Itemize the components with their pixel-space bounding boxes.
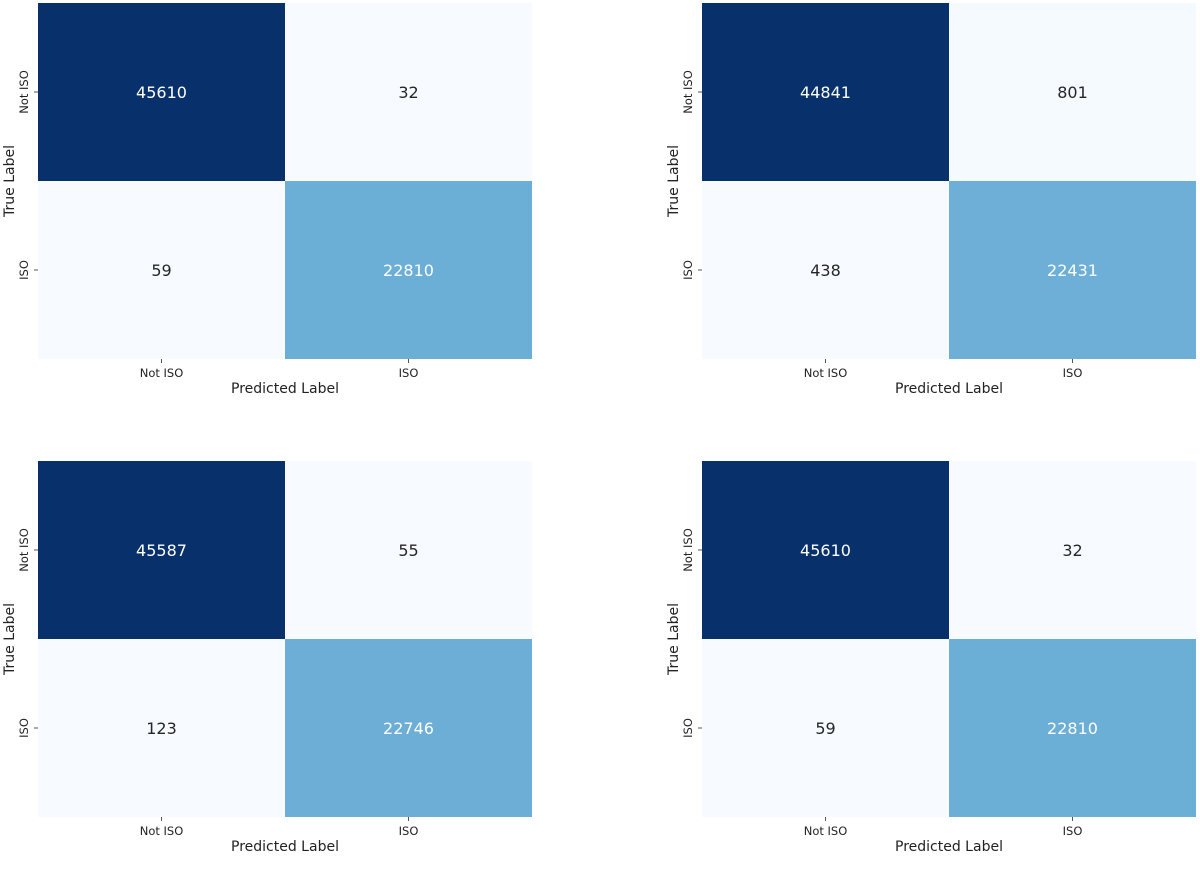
y-axis-label: True Label — [2, 603, 18, 676]
heatmap-cell-r0-c1 — [285, 3, 532, 181]
heatmap-cell-r0-c1 — [949, 461, 1196, 639]
cell-value-r1-c1: 22431 — [1047, 261, 1098, 280]
cell-value-r1-c1: 22810 — [1047, 719, 1098, 738]
cell-value-r0-c0: 44841 — [800, 83, 851, 102]
x-tick-label: ISO — [399, 824, 419, 838]
cell-value-r0-c1: 55 — [398, 541, 418, 560]
heatmap-cell-r1-c1 — [285, 181, 532, 359]
confusion-matrix-2: 44841 801 438 22431 Not ISO ISO Not ISO ISO Pred… — [666, 3, 1196, 397]
heatmap-cell-r1-c0 — [702, 639, 949, 817]
x-axis-label: Predicted Label — [895, 839, 1003, 855]
y-axis-label: True Label — [666, 145, 682, 218]
heatmap-cell-r1-c0 — [38, 639, 285, 817]
cell-value-r1-c0: 438 — [810, 261, 841, 280]
cell-value-r0-c1: 801 — [1057, 83, 1088, 102]
x-tick-label: ISO — [1063, 366, 1083, 380]
heatmap-cell-r0-c1 — [949, 3, 1196, 181]
heatmap-cell-r0-c0 — [38, 3, 285, 181]
y-tick-label: ISO — [681, 260, 695, 280]
x-axis-label: Predicted Label — [231, 381, 339, 397]
cell-value-r1-c0: 123 — [146, 719, 177, 738]
cell-value-r1-c1: 22810 — [383, 261, 434, 280]
y-tick-label: Not ISO — [17, 70, 31, 114]
confusion-matrix-3: 45587 55 123 22746 Not ISO ISO Not ISO ISO Predi… — [2, 461, 532, 855]
x-tick-label: ISO — [399, 366, 419, 380]
y-axis-label: True Label — [2, 145, 18, 218]
y-tick-label: ISO — [17, 260, 31, 280]
cell-value-r0-c0: 45610 — [800, 541, 851, 560]
x-tick-label: Not ISO — [804, 824, 848, 838]
y-axis-label: True Label — [666, 603, 682, 676]
y-tick-label: ISO — [17, 718, 31, 738]
x-axis-label: Predicted Label — [895, 381, 1003, 397]
confusion-matrix-panel-4: 45610 32 59 22810 Not ISO ISO Not ISO ISO Predic… — [664, 458, 1200, 885]
heatmap-cell-r0-c0 — [702, 461, 949, 639]
cell-value-r0-c1: 32 — [1062, 541, 1082, 560]
heatmap-cell-r1-c1 — [949, 639, 1196, 817]
heatmap-cell-r1-c0 — [702, 181, 949, 359]
heatmap-cell-r0-c1 — [285, 461, 532, 639]
y-tick-label: Not ISO — [681, 70, 695, 114]
y-tick-label: Not ISO — [17, 528, 31, 572]
confusion-matrix-panel-1: 45610 32 59 22810 Not ISO ISO Not ISO ISO Predic… — [0, 0, 600, 427]
heatmap-cell-r1-c1 — [949, 181, 1196, 359]
y-tick-label: Not ISO — [681, 528, 695, 572]
cell-value-r1-c0: 59 — [815, 719, 835, 738]
x-tick-label: Not ISO — [140, 824, 184, 838]
heatmap-cell-r0-c0 — [38, 461, 285, 639]
cell-value-r0-c1: 32 — [398, 83, 418, 102]
heatmap-cell-r0-c0 — [702, 3, 949, 181]
cell-value-r1-c0: 59 — [151, 261, 171, 280]
cell-value-r0-c0: 45610 — [136, 83, 187, 102]
cell-value-r1-c1: 22746 — [383, 719, 434, 738]
heatmap-cell-r1-c0 — [38, 181, 285, 359]
confusion-matrix-4: 45610 32 59 22810 Not ISO ISO Not ISO ISO Predic… — [666, 461, 1196, 855]
confusion-matrix-panel-2: 44841 801 438 22431 Not ISO ISO Not ISO ISO Pred… — [664, 0, 1200, 427]
x-tick-label: Not ISO — [804, 366, 848, 380]
x-tick-label: Not ISO — [140, 366, 184, 380]
heatmap-cell-r1-c1 — [285, 639, 532, 817]
x-axis-label: Predicted Label — [231, 839, 339, 855]
y-tick-label: ISO — [681, 718, 695, 738]
x-tick-label: ISO — [1063, 824, 1083, 838]
confusion-matrix-1: 45610 32 59 22810 Not ISO ISO Not ISO ISO Predic… — [2, 3, 532, 397]
cell-value-r0-c0: 45587 — [136, 541, 187, 560]
confusion-matrix-panel-3: 45587 55 123 22746 Not ISO ISO Not ISO ISO Predi… — [0, 458, 600, 885]
